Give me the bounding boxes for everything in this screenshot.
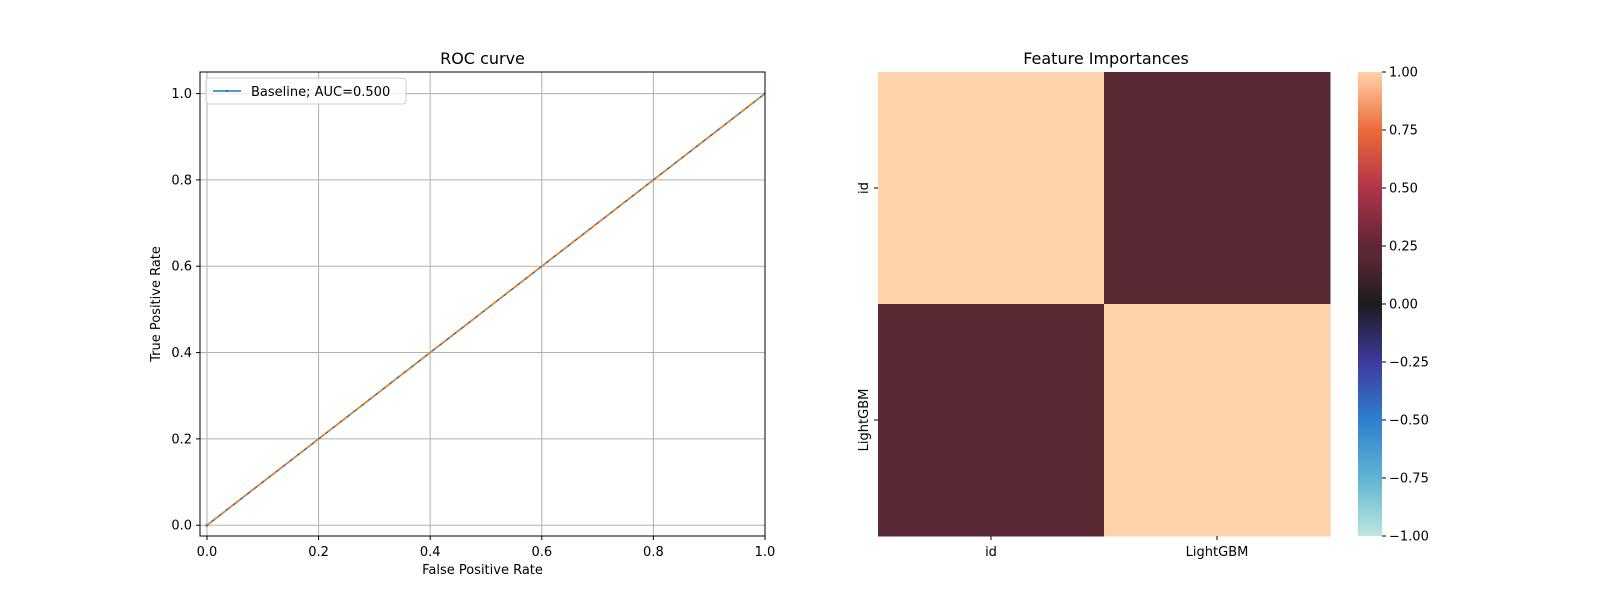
heatmap-y-axis: id LightGBM xyxy=(857,182,878,451)
roc-plot-frame xyxy=(199,71,766,537)
roc-y-tick-label: 0.4 xyxy=(171,346,192,361)
colorbar-tick-label: −0.75 xyxy=(1389,472,1429,487)
heatmap-col-label: LightGBM xyxy=(1186,545,1249,560)
roc-x-tick-label: 0.8 xyxy=(643,545,664,560)
roc-x-tick-label: 0.4 xyxy=(420,545,441,560)
roc-x-label: False Positive Rate xyxy=(422,563,543,578)
colorbar-tick-label: 0.00 xyxy=(1389,298,1418,313)
heatmap-cells xyxy=(878,72,1331,537)
colorbar-tick-label: −0.25 xyxy=(1389,356,1429,371)
colorbar-tick-label: 0.75 xyxy=(1389,124,1418,139)
heatmap-cell xyxy=(1104,304,1331,537)
roc-legend-marker xyxy=(225,89,229,93)
roc-title: ROC curve xyxy=(440,49,525,68)
colorbar-tick-label: −1.00 xyxy=(1389,530,1429,545)
roc-y-axis: 0.0 0.2 0.4 0.6 0.8 1.0 xyxy=(171,87,200,534)
colorbar-tick-label: 1.00 xyxy=(1389,66,1418,81)
colorbar-gradient xyxy=(1358,72,1382,536)
heatmap-row-label: id xyxy=(857,182,872,194)
roc-y-tick-label: 0.0 xyxy=(171,519,192,534)
heatmap-cell xyxy=(878,304,1105,537)
roc-x-axis: 0.0 0.2 0.4 0.6 0.8 1.0 xyxy=(197,536,776,560)
roc-y-tick-label: 0.6 xyxy=(171,260,192,275)
colorbar-tick-label: 0.25 xyxy=(1389,240,1418,255)
colorbar-ticks: 1.00 0.75 0.50 0.25 0.00 −0.25 −0.50 −0.75 −1.00 xyxy=(1382,66,1429,545)
heatmap-chart: Feature Importances id LightGBM id LightGB… xyxy=(857,49,1429,560)
roc-y-label: True Positive Rate xyxy=(149,246,164,363)
heatmap-col-label: id xyxy=(985,545,997,560)
roc-legend: Baseline; AUC=0.500 xyxy=(205,77,407,105)
colorbar-tick-label: −0.50 xyxy=(1389,414,1429,429)
roc-grid xyxy=(200,72,766,536)
roc-series-line-1 xyxy=(206,92,765,526)
roc-x-tick-label: 0.0 xyxy=(197,545,218,560)
roc-x-tick-label: 0.2 xyxy=(308,545,329,560)
heatmap-row-label: LightGBM xyxy=(857,389,872,452)
roc-legend-box xyxy=(205,77,407,105)
roc-y-tick-label: 0.2 xyxy=(171,432,192,447)
heatmap-title: Feature Importances xyxy=(1023,49,1189,68)
heatmap-cell xyxy=(1104,72,1331,305)
heatmap-cell xyxy=(878,72,1105,305)
roc-x-tick-label: 1.0 xyxy=(755,545,776,560)
roc-y-tick-label: 0.8 xyxy=(171,173,192,188)
roc-x-tick-label: 0.6 xyxy=(531,545,552,560)
colorbar-tick-label: 0.50 xyxy=(1389,182,1418,197)
roc-legend-label: Baseline; AUC=0.500 xyxy=(251,85,390,100)
roc-series xyxy=(205,92,765,527)
heatmap-x-axis: id LightGBM xyxy=(985,536,1248,560)
roc-y-tick-label: 1.0 xyxy=(171,87,192,102)
colorbar: 1.00 0.75 0.50 0.25 0.00 −0.25 −0.50 −0.75 −1.00 xyxy=(1358,66,1429,545)
roc-chart: ROC curve 0.0 0.2 0.4 0.6 0.8 1.0 0.00.20.40.… xyxy=(149,49,775,578)
